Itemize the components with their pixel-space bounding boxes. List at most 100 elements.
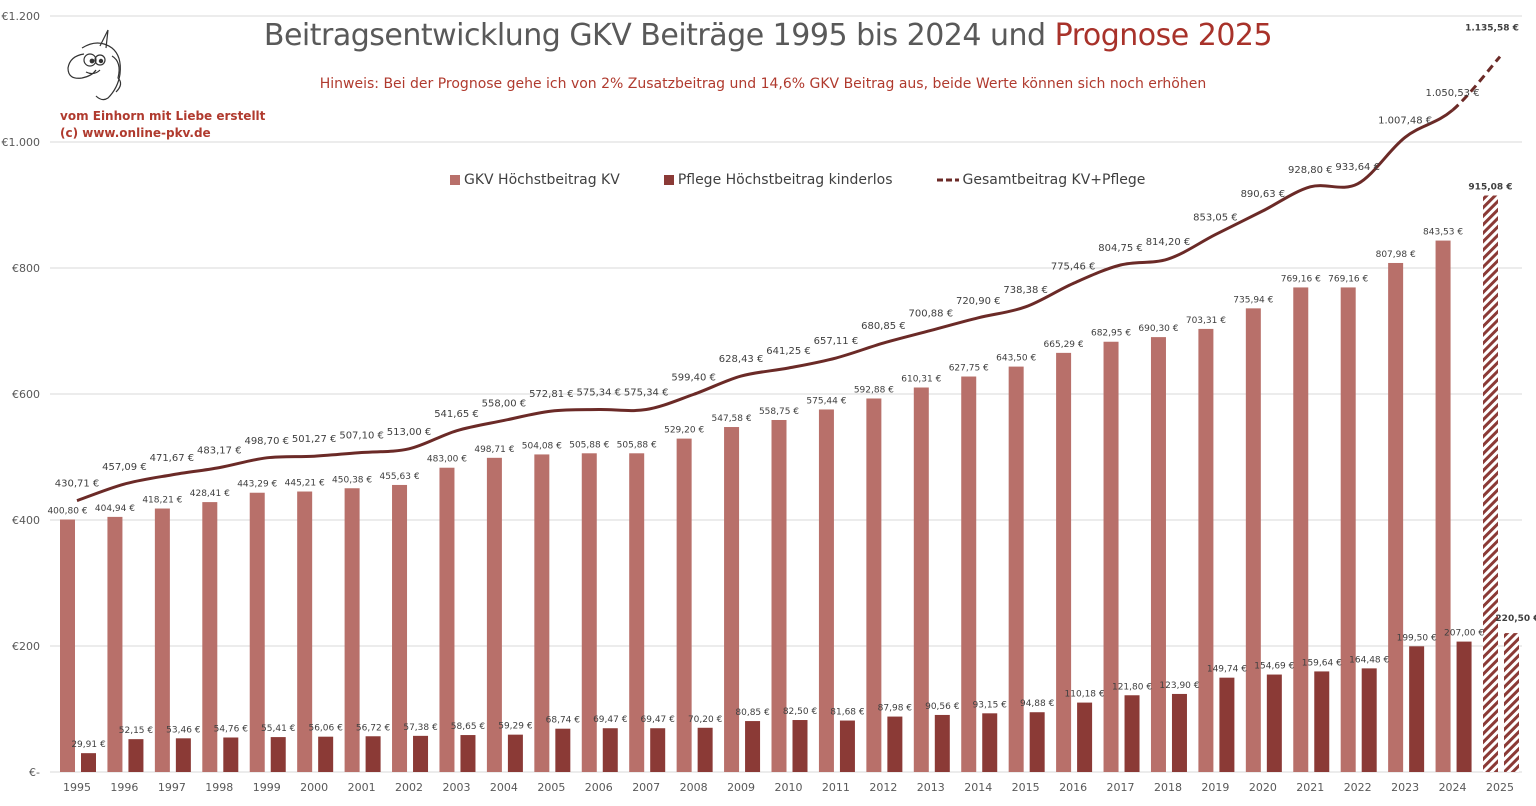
data-label-kv: 807,98 € (1376, 250, 1416, 260)
x-tick-label: 2021 (1296, 781, 1324, 794)
bar-pflege (602, 728, 618, 772)
data-label-kv: 735,94 € (1233, 295, 1273, 305)
bar-pflege (887, 716, 903, 772)
data-label-gesamt: 558,00 € (482, 398, 527, 409)
data-label-gesamt: 853,05 € (1193, 213, 1238, 224)
title-highlight: Prognose 2025 (1054, 18, 1273, 53)
bar-pflege (1361, 668, 1377, 772)
data-label-kv: 404,94 € (95, 504, 135, 514)
x-tick-label: 2023 (1391, 781, 1419, 794)
data-label-pflege: 220,50 € (1495, 614, 1536, 624)
bar-pflege (697, 727, 713, 772)
bar-kv (771, 419, 787, 772)
bar-pflege (934, 714, 950, 772)
data-label-gesamt: 928,80 € (1288, 165, 1333, 176)
x-tick-label: 2013 (917, 781, 945, 794)
bar-pflege (982, 713, 998, 772)
data-label-kv: 769,16 € (1281, 274, 1321, 284)
data-label-gesamt: 575,34 € (577, 388, 622, 399)
data-label-kv: 592,88 € (854, 385, 894, 395)
x-tick-label: 1997 (158, 781, 186, 794)
bar-pflege (1077, 702, 1093, 772)
bar-kv (1435, 240, 1451, 772)
x-tick-label: 1995 (63, 781, 91, 794)
x-tick-label: 2001 (348, 781, 376, 794)
bar-kv (1483, 195, 1498, 772)
x-tick-label: 2007 (632, 781, 660, 794)
data-label-pflege: 68,74 € (546, 716, 581, 726)
data-label-pflege: 55,41 € (261, 724, 296, 734)
x-tick-label: 2024 (1439, 781, 1467, 794)
title-main: Beitragsentwicklung GKV Beiträge 1995 bi… (263, 18, 1046, 53)
data-label-kv: 665,29 € (1044, 340, 1084, 350)
x-tick-label: 2017 (1107, 781, 1135, 794)
bar-kv (534, 454, 550, 772)
bar-kv (866, 398, 882, 772)
bar-kv (961, 376, 977, 772)
data-label-gesamt: 599,40 € (671, 372, 716, 383)
bar-kv (1245, 308, 1261, 772)
data-label-kv: 505,88 € (569, 440, 609, 450)
bar-kv (107, 516, 123, 772)
data-label-pflege: 110,18 € (1065, 690, 1105, 700)
bar-pflege (1029, 712, 1045, 772)
data-label-gesamt: 513,00 € (387, 427, 432, 438)
x-tick-label: 2010 (775, 781, 803, 794)
data-label-gesamt: 890,63 € (1241, 189, 1286, 200)
data-label-kv: 610,31 € (901, 375, 941, 385)
data-label-gesamt: 1.135,58 € (1465, 24, 1519, 34)
data-label-gesamt: 541,65 € (434, 409, 479, 420)
y-tick-label: €- (29, 766, 40, 779)
bar-kv (818, 409, 834, 772)
data-label-pflege: 69,47 € (641, 715, 676, 725)
x-tick-label: 2002 (395, 781, 423, 794)
x-tick-label: 2019 (1201, 781, 1229, 794)
y-tick-label: €800 (12, 262, 40, 275)
data-label-kv: 483,00 € (427, 455, 467, 465)
bar-pflege (1124, 695, 1140, 772)
legend-swatch-gesamt (936, 178, 959, 182)
data-label-kv: 445,21 € (285, 479, 325, 489)
data-label-kv: 450,38 € (332, 475, 372, 485)
data-label-kv: 843,53 € (1423, 228, 1463, 238)
legend-swatch-kv (450, 175, 460, 185)
data-label-gesamt: 933,64 € (1335, 162, 1380, 173)
data-label-kv: 769,16 € (1328, 274, 1368, 284)
y-tick-label: €200 (12, 640, 40, 653)
data-label-pflege: 58,65 € (451, 722, 486, 732)
data-label-pflege: 52,15 € (119, 726, 154, 736)
data-label-kv: 443,29 € (237, 480, 277, 490)
x-tick-label: 2006 (585, 781, 613, 794)
data-label-kv: 690,30 € (1138, 324, 1178, 334)
bar-kv (1008, 366, 1024, 772)
data-label-gesamt: 471,67 € (150, 453, 195, 464)
x-tick-label: 2022 (1344, 781, 1372, 794)
data-label-gesamt: 498,70 € (244, 436, 289, 447)
x-tick-label: 1998 (205, 781, 233, 794)
data-label-gesamt: 641,25 € (766, 346, 811, 357)
bar-kv (1198, 328, 1214, 772)
data-label-gesamt: 1.007,48 € (1378, 115, 1432, 126)
x-tick-label: 2008 (680, 781, 708, 794)
bar-pflege (555, 728, 571, 772)
data-label-pflege: 199,50 € (1397, 633, 1437, 643)
data-label-kv: 547,58 € (712, 414, 752, 424)
bar-pflege (175, 738, 191, 772)
bar-pflege (318, 736, 334, 772)
data-label-pflege: 159,64 € (1302, 658, 1342, 668)
data-label-kv: 400,80 € (47, 506, 87, 516)
x-tick-label: 2004 (490, 781, 518, 794)
data-label-kv: 575,44 € (806, 396, 846, 406)
data-label-gesamt: 720,90 € (956, 296, 1001, 307)
legend: GKV Höchstbeitrag KV Pflege Höchstbeitra… (450, 172, 1145, 188)
bar-kv (486, 457, 502, 772)
data-label-pflege: 57,38 € (403, 723, 438, 733)
data-label-gesamt: 507,10 € (339, 431, 384, 442)
data-label-pflege: 56,72 € (356, 723, 391, 733)
bar-pflege (413, 735, 429, 772)
line-gesamt-forecast (1451, 55, 1502, 112)
data-label-gesamt: 657,11 € (814, 336, 859, 347)
bar-kv (1103, 341, 1119, 772)
bar-pflege (507, 734, 523, 772)
y-tick-label: €600 (12, 388, 40, 401)
